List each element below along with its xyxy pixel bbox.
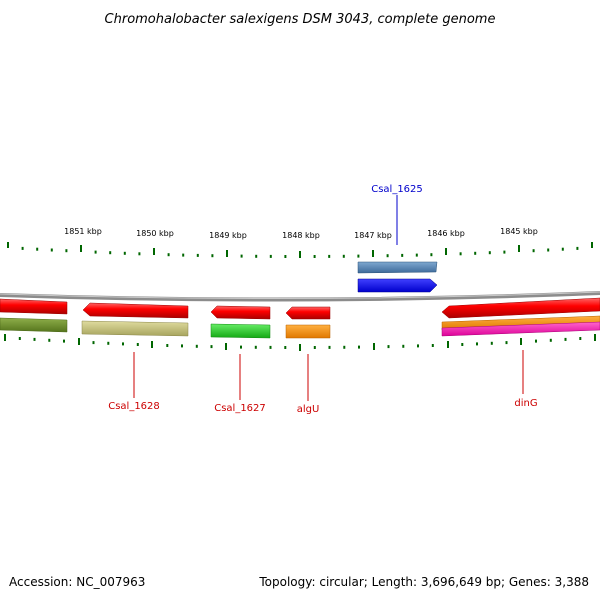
tick-label: 1845 kbp <box>500 227 538 236</box>
lower-minor-ticks <box>18 337 582 349</box>
tick-label: 1847 kbp <box>354 231 392 240</box>
csal1625-feature-bar[interactable] <box>357 261 438 274</box>
reverse-genes <box>0 297 600 339</box>
label-leaders <box>133 195 524 401</box>
genome-summary-text: Topology: circular; Length: 3,696,649 bp… <box>258 575 589 589</box>
algu-gene-arrow[interactable] <box>285 306 331 320</box>
tick-label: 1850 kbp <box>136 229 174 238</box>
accession-text: Accession: NC_007963 <box>9 575 145 589</box>
tick-label: 1846 kbp <box>427 229 465 238</box>
left-edge-gene-arrow[interactable] <box>0 298 68 315</box>
upper-tick-row <box>7 242 593 258</box>
lower-tick-row <box>4 334 596 351</box>
ding-secondary-feature-bar[interactable] <box>441 321 600 337</box>
tick-label: 1849 kbp <box>209 231 247 240</box>
tick-label: 1848 kbp <box>282 231 320 240</box>
csal1627-feature-bar[interactable] <box>210 323 271 339</box>
tick-label: 1851 kbp <box>64 227 102 236</box>
csal1625-gene-arrow[interactable] <box>357 278 438 293</box>
gene-label-ding[interactable]: dinG <box>514 398 537 409</box>
genome-backbone <box>0 291 600 302</box>
gene-label-algu[interactable]: algU <box>297 404 320 415</box>
left-edge-feature-bar[interactable] <box>0 317 68 333</box>
upper-minor-ticks <box>21 246 579 258</box>
forward-genes <box>357 261 438 293</box>
gene-labels: Csal_1625 Csal_1628 Csal_1627 algU dinG <box>108 184 537 415</box>
csal1628-gene-arrow[interactable] <box>82 302 189 319</box>
gene-label-csal1628[interactable]: Csal_1628 <box>108 401 160 412</box>
gene-label-csal1625[interactable]: Csal_1625 <box>371 184 423 195</box>
gene-label-csal1627[interactable]: Csal_1627 <box>214 403 266 414</box>
algu-feature-bar[interactable] <box>285 324 331 339</box>
csal1627-gene-arrow[interactable] <box>210 305 271 320</box>
genome-backbone-highlight <box>0 291 600 300</box>
ding-gene-arrow[interactable] <box>441 297 600 319</box>
csal1628-feature-bar[interactable] <box>81 320 189 337</box>
map-title: Chromohalobacter salexigens DSM 3043, co… <box>105 12 496 27</box>
tick-labels: 1851 kbp 1850 kbp 1849 kbp 1848 kbp 1847… <box>64 227 538 240</box>
